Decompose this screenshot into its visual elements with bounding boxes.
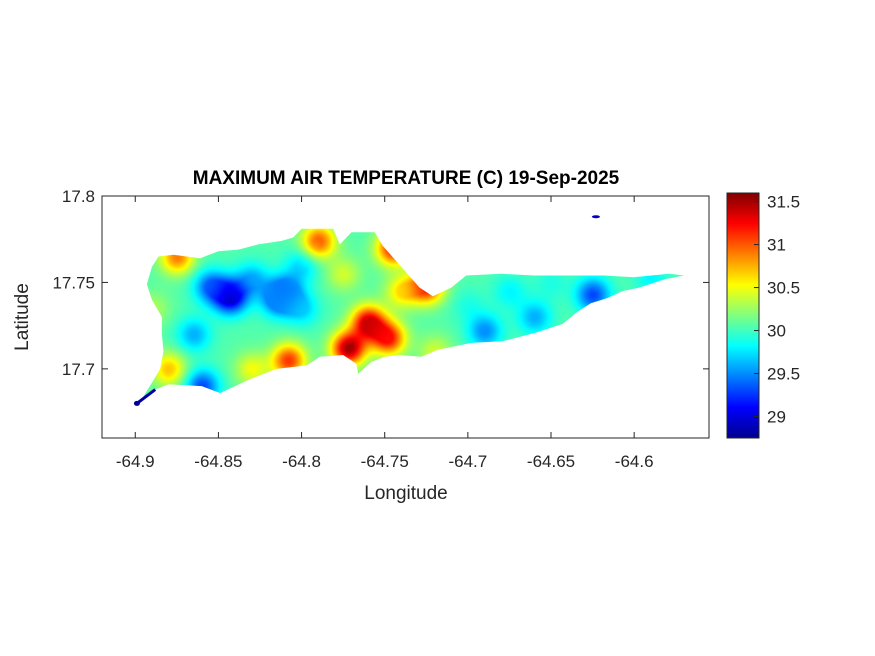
axes-box xyxy=(101,195,710,439)
colorbar-tick-label: 29 xyxy=(767,408,786,427)
x-tick-label: -64.8 xyxy=(282,452,321,471)
colorbar-tick-label: 31.5 xyxy=(767,193,800,212)
outlying-point xyxy=(591,215,600,219)
x-tick-label: -64.85 xyxy=(194,452,242,471)
x-tick-label: -64.6 xyxy=(615,452,654,471)
y-tick-label: 17.75 xyxy=(52,273,95,292)
y-axis-ticks: 17.7 17.75 17.8 xyxy=(52,187,709,379)
outlying-points xyxy=(133,215,600,406)
southwest-tip xyxy=(136,388,157,405)
y-axis-label: Latitude xyxy=(12,283,33,351)
colorbar-gradient xyxy=(726,192,760,439)
x-tick-label: -64.7 xyxy=(448,452,487,471)
x-axis-label: Longitude xyxy=(364,483,447,504)
x-tick-label: -64.9 xyxy=(116,452,155,471)
x-tick-label: -64.75 xyxy=(361,452,409,471)
chart-title: MAXIMUM AIR TEMPERATURE (C) 19-Sep-2025 xyxy=(193,168,620,189)
y-tick-label: 17.7 xyxy=(62,360,95,379)
colorbar-tick-label: 30.5 xyxy=(767,279,800,298)
x-axis-ticks: -64.9 -64.85 -64.8 -64.75 -64.7 -64.65 -64.6 xyxy=(116,196,654,471)
colorbar-tick-label: 30 xyxy=(767,322,786,341)
colorbar-ticks: 29 29.5 30 30.5 31 31.5 xyxy=(754,193,800,427)
y-tick-label: 17.8 xyxy=(62,187,95,206)
colorbar-tick-label: 31 xyxy=(767,236,786,255)
colorbar: 29 29.5 30 30.5 31 31.5 xyxy=(726,192,800,439)
colorbar-tick-label: 29.5 xyxy=(767,365,800,384)
x-tick-label: -64.65 xyxy=(527,452,575,471)
